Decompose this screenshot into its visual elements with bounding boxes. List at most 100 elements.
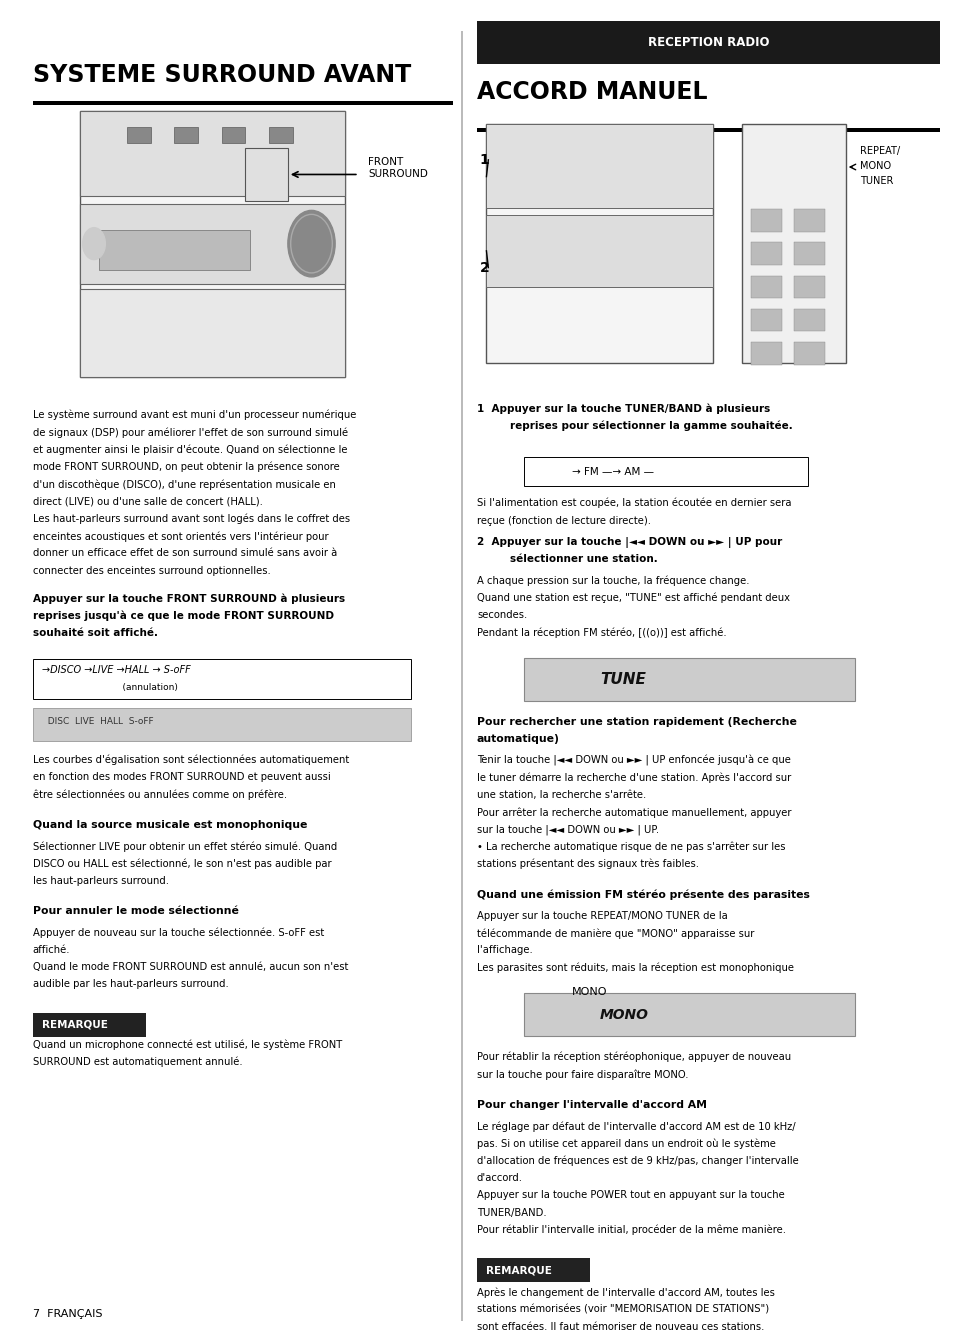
Text: ACCORD MANUEL: ACCORD MANUEL <box>476 80 707 104</box>
Text: être sélectionnées ou annulées comme on préfère.: être sélectionnées ou annulées comme on … <box>32 789 286 799</box>
Text: REMARQUE: REMARQUE <box>42 1019 108 1030</box>
Text: RECEPTION RADIO: RECEPTION RADIO <box>647 36 769 50</box>
Text: →DISCO →LIVE →HALL → S-oFF: →DISCO →LIVE →HALL → S-oFF <box>42 665 191 675</box>
Text: Appuyer sur la touche FRONT SURROUND à plusieurs: Appuyer sur la touche FRONT SURROUND à p… <box>32 593 344 604</box>
Text: Les haut-parleurs surround avant sont logés dans le coffret des: Les haut-parleurs surround avant sont lo… <box>32 514 350 525</box>
Text: et augmenter ainsi le plaisir d'écoute. Quand on sélectionne le: et augmenter ainsi le plaisir d'écoute. … <box>32 445 347 455</box>
Text: Le réglage par défaut de l'intervalle d'accord AM est de 10 kHz/: Le réglage par défaut de l'intervalle d'… <box>476 1121 795 1131</box>
Bar <box>80 204 344 284</box>
Text: Tenir la touche |◄◄ DOWN ou ►► | UP enfoncée jusqu'à ce que: Tenir la touche |◄◄ DOWN ou ►► | UP enfo… <box>476 755 790 766</box>
Text: 1: 1 <box>479 153 489 167</box>
Text: • La recherche automatique risque de ne pas s'arrêter sur les: • La recherche automatique risque de ne … <box>476 842 784 852</box>
Text: stations mémorisées (voir "MEMORISATION DE STATIONS"): stations mémorisées (voir "MEMORISATION … <box>476 1304 768 1315</box>
Text: DISCO ou HALL est sélectionné, le son n'est pas audible par: DISCO ou HALL est sélectionné, le son n'… <box>32 858 331 869</box>
Text: d'accord.: d'accord. <box>476 1173 522 1182</box>
Text: l'affichage.: l'affichage. <box>476 945 532 956</box>
Text: donner un efficace effet de son surround simulé sans avoir à: donner un efficace effet de son surround… <box>32 549 336 558</box>
Text: sur la touche pour faire disparaître MONO.: sur la touche pour faire disparaître MON… <box>476 1070 688 1079</box>
Text: sont effacées. Il faut mémoriser de nouveau ces stations.: sont effacées. Il faut mémoriser de nouv… <box>476 1322 763 1332</box>
Text: Après le changement de l'intervalle d'accord AM, toutes les: Après le changement de l'intervalle d'ac… <box>476 1287 774 1297</box>
Text: Pour rétablir la réception stéréophonique, appuyer de nouveau: Pour rétablir la réception stéréophoniqu… <box>476 1052 790 1062</box>
Bar <box>486 125 713 208</box>
Bar <box>476 21 940 64</box>
Bar <box>524 994 855 1036</box>
Text: 2: 2 <box>479 261 489 274</box>
Bar <box>127 127 151 142</box>
Text: SYSTEME SURROUND AVANT: SYSTEME SURROUND AVANT <box>32 63 411 87</box>
Text: souhaité soit affiché.: souhaité soit affiché. <box>32 628 157 639</box>
Bar <box>793 209 824 232</box>
Text: sélectionner une station.: sélectionner une station. <box>510 554 658 564</box>
Bar <box>174 127 198 142</box>
Text: d'un discothèque (DISCO), d'une représentation musicale en: d'un discothèque (DISCO), d'une représen… <box>32 479 335 490</box>
Text: Pour rétablir l'intervalle initial, procéder de la même manière.: Pour rétablir l'intervalle initial, proc… <box>476 1225 785 1236</box>
Bar <box>793 341 824 364</box>
Text: Les courbes d'égalisation sont sélectionnées automatiquement: Les courbes d'égalisation sont sélection… <box>32 755 349 765</box>
Bar <box>793 276 824 299</box>
Text: Pour rechercher une station rapidement (Recherche: Pour rechercher une station rapidement (… <box>476 716 796 727</box>
Text: Appuyer sur la touche POWER tout en appuyant sur la touche: Appuyer sur la touche POWER tout en appu… <box>476 1190 784 1200</box>
Bar <box>476 1259 590 1281</box>
Text: A chaque pression sur la touche, la fréquence change.: A chaque pression sur la touche, la fréq… <box>476 576 749 586</box>
Text: Quand une émission FM stéréo présente des parasites: Quand une émission FM stéréo présente de… <box>476 889 809 900</box>
Text: enceintes acoustiques et sont orientés vers l'intérieur pour: enceintes acoustiques et sont orientés v… <box>32 532 328 541</box>
Text: Pendant la réception FM stéréo, [((o))] est affiché.: Pendant la réception FM stéréo, [((o))] … <box>476 628 726 637</box>
Text: REMARQUE: REMARQUE <box>486 1265 552 1275</box>
Text: télécommande de manière que "MONO" apparaisse sur: télécommande de manière que "MONO" appar… <box>476 928 754 939</box>
Text: Quand la source musicale est monophonique: Quand la source musicale est monophoniqu… <box>32 819 307 830</box>
Text: MONO: MONO <box>859 161 890 171</box>
Text: TUNER: TUNER <box>859 175 892 186</box>
Text: Sélectionner LIVE pour obtenir un effet stéréo simulé. Quand: Sélectionner LIVE pour obtenir un effet … <box>32 841 336 852</box>
Bar <box>98 230 250 270</box>
Text: Si l'alimentation est coupée, la station écoutée en dernier sera: Si l'alimentation est coupée, la station… <box>476 497 791 507</box>
Text: de signaux (DSP) pour améliorer l'effet de son surround simulé: de signaux (DSP) pour améliorer l'effet … <box>32 427 347 438</box>
Bar <box>524 457 807 486</box>
Text: connecter des enceintes surround optionnelles.: connecter des enceintes surround optionn… <box>32 565 270 576</box>
Bar <box>476 129 940 131</box>
Bar <box>524 657 855 700</box>
Bar <box>750 242 781 265</box>
Text: 7  FRANÇAIS: 7 FRANÇAIS <box>32 1308 102 1319</box>
Bar <box>221 127 245 142</box>
Bar <box>750 209 781 232</box>
Bar <box>460 31 462 1322</box>
Text: direct (LIVE) ou d'une salle de concert (HALL).: direct (LIVE) ou d'une salle de concert … <box>32 497 262 506</box>
Text: pas. Si on utilise cet appareil dans un endroit où le système: pas. Si on utilise cet appareil dans un … <box>476 1138 775 1149</box>
Text: SURROUND est automatiquement annulé.: SURROUND est automatiquement annulé. <box>32 1056 242 1067</box>
Text: 1  Appuyer sur la touche TUNER/BAND à plusieurs: 1 Appuyer sur la touche TUNER/BAND à plu… <box>476 403 769 414</box>
Text: reçue (fonction de lecture directe).: reçue (fonction de lecture directe). <box>476 516 650 526</box>
Bar <box>741 125 845 363</box>
Text: REPEAT/: REPEAT/ <box>859 146 900 157</box>
Bar <box>32 102 453 106</box>
Text: d'allocation de fréquences est de 9 kHz/pas, changer l'intervalle: d'allocation de fréquences est de 9 kHz/… <box>476 1156 798 1166</box>
Bar <box>750 341 781 364</box>
Text: Le système surround avant est muni d'un processeur numérique: Le système surround avant est muni d'un … <box>32 410 355 420</box>
Text: FRONT
SURROUND: FRONT SURROUND <box>368 157 428 178</box>
Text: Appuyer de nouveau sur la touche sélectionnée. S-oFF est: Appuyer de nouveau sur la touche sélecti… <box>32 928 323 939</box>
Text: reprises jusqu'à ce que le mode FRONT SURROUND: reprises jusqu'à ce que le mode FRONT SU… <box>32 611 334 621</box>
Text: Quand le mode FRONT SURROUND est annulé, aucun son n'est: Quand le mode FRONT SURROUND est annulé,… <box>32 963 348 972</box>
Text: MONO: MONO <box>571 987 606 996</box>
Circle shape <box>288 210 335 277</box>
Text: affiché.: affiché. <box>32 945 70 955</box>
Text: (annulation): (annulation) <box>42 683 177 692</box>
Bar <box>80 289 344 376</box>
Text: MONO: MONO <box>599 1008 648 1022</box>
Circle shape <box>83 228 105 260</box>
Text: secondes.: secondes. <box>476 611 527 620</box>
Text: Appuyer sur la touche REPEAT/MONO TUNER de la: Appuyer sur la touche REPEAT/MONO TUNER … <box>476 911 727 921</box>
Bar <box>32 1012 146 1036</box>
Bar <box>80 111 344 195</box>
Text: Pour arrêter la recherche automatique manuellement, appuyer: Pour arrêter la recherche automatique ma… <box>476 807 791 818</box>
Bar <box>486 216 713 287</box>
Text: automatique): automatique) <box>476 734 559 744</box>
Text: reprises pour sélectionner la gamme souhaitée.: reprises pour sélectionner la gamme souh… <box>510 420 792 431</box>
Text: le tuner démarre la recherche d'une station. Après l'accord sur: le tuner démarre la recherche d'une stat… <box>476 773 790 783</box>
Bar <box>269 127 293 142</box>
Text: une station, la recherche s'arrête.: une station, la recherche s'arrête. <box>476 790 645 799</box>
Text: Les parasites sont réduits, mais la réception est monophonique: Les parasites sont réduits, mais la réce… <box>476 963 793 973</box>
Text: stations présentant des signaux très faibles.: stations présentant des signaux très fai… <box>476 860 699 869</box>
Bar <box>750 276 781 299</box>
Text: Quand une station est reçue, "TUNE" est affiché pendant deux: Quand une station est reçue, "TUNE" est … <box>476 593 789 604</box>
Text: DISC  LIVE  HALL  S-oFF: DISC LIVE HALL S-oFF <box>42 716 153 726</box>
